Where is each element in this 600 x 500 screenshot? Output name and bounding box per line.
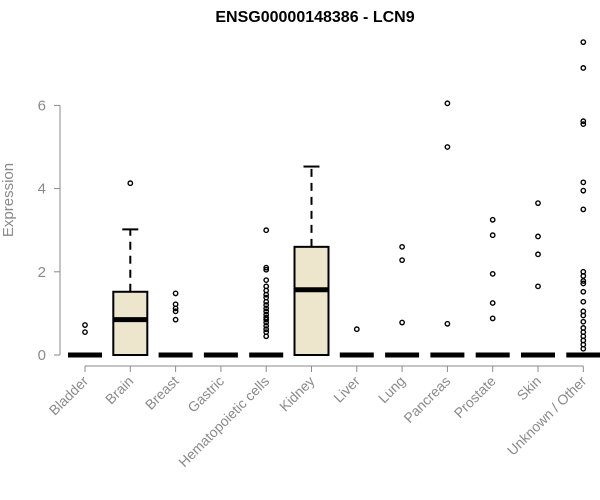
outlier-point bbox=[127, 180, 134, 187]
x-tick-label: Bladder bbox=[46, 373, 92, 419]
x-tick-label: Skin bbox=[514, 373, 545, 404]
outlier-point bbox=[263, 322, 270, 329]
x-tick-label: Breast bbox=[142, 373, 182, 413]
outlier-point bbox=[444, 100, 451, 107]
outlier-point bbox=[263, 329, 270, 336]
outlier-point bbox=[263, 302, 270, 308]
y-tick-label: 0 bbox=[38, 347, 46, 364]
box-pancreas bbox=[430, 100, 465, 358]
outlier-point bbox=[263, 311, 270, 318]
outlier-point bbox=[263, 314, 270, 321]
outlier-point bbox=[263, 308, 270, 315]
box-hematopoietic-cells bbox=[249, 227, 284, 358]
outlier-point bbox=[580, 179, 587, 186]
y-tick-label: 2 bbox=[38, 264, 46, 281]
outlier-point bbox=[399, 319, 405, 326]
outlier-point bbox=[82, 322, 88, 328]
outlier-point bbox=[489, 232, 496, 239]
x-tick-label: Brain bbox=[102, 373, 136, 407]
outlier-point bbox=[580, 206, 587, 213]
outlier-point bbox=[263, 277, 270, 284]
outlier-point bbox=[263, 305, 270, 312]
outlier-point bbox=[489, 300, 496, 306]
x-tick-label: Prostate bbox=[451, 373, 499, 421]
x-tick-label: Gastric bbox=[184, 373, 227, 416]
box-breast bbox=[158, 290, 193, 358]
outlier-point bbox=[580, 280, 587, 287]
box-series bbox=[68, 39, 600, 358]
outlier-point bbox=[580, 318, 587, 325]
outlier-point bbox=[263, 326, 270, 333]
outlier-point bbox=[172, 308, 179, 315]
x-tick-label: Pancreas bbox=[400, 373, 453, 426]
y-tick-label: 6 bbox=[38, 97, 46, 114]
outlier-point bbox=[535, 251, 541, 258]
box-skin bbox=[521, 200, 555, 358]
outlier-point bbox=[580, 121, 587, 128]
x-tick-label: Kidney bbox=[276, 373, 318, 415]
outlier-point bbox=[399, 257, 405, 264]
outlier-point bbox=[172, 301, 179, 308]
outlier-point bbox=[263, 264, 270, 271]
chart-title: ENSG00000148386 - LCN9 bbox=[215, 9, 414, 26]
outlier-point bbox=[580, 118, 587, 125]
outlier-point bbox=[444, 144, 451, 150]
outlier-point bbox=[580, 65, 587, 71]
outlier-point bbox=[580, 288, 587, 295]
outlier-point bbox=[489, 270, 496, 277]
x-tick-label: Liver bbox=[330, 373, 363, 406]
outlier-point bbox=[172, 290, 179, 297]
outlier-point bbox=[535, 233, 541, 240]
outlier-point bbox=[580, 187, 587, 194]
box-rect bbox=[112, 290, 149, 357]
box-liver bbox=[339, 326, 374, 358]
outlier-point bbox=[82, 329, 88, 336]
outlier-point bbox=[444, 320, 451, 327]
box-rect bbox=[293, 245, 330, 356]
outlier-point bbox=[489, 216, 496, 223]
outlier-point bbox=[580, 308, 587, 315]
outlier-point bbox=[263, 227, 270, 234]
box-lung bbox=[385, 243, 420, 358]
outlier-point bbox=[489, 315, 496, 322]
outlier-point bbox=[580, 39, 587, 46]
outlier-point bbox=[580, 325, 587, 331]
outlier-point bbox=[263, 266, 270, 273]
outlier-point bbox=[263, 294, 270, 301]
box-kidney bbox=[293, 165, 330, 356]
box-bladder bbox=[68, 322, 102, 358]
outlier-point bbox=[172, 316, 179, 323]
y-axis: 0 2 4 6 bbox=[38, 97, 61, 364]
outlier-point bbox=[263, 283, 270, 290]
outlier-point bbox=[535, 200, 541, 207]
box-brain bbox=[112, 180, 149, 357]
y-tick-label: 4 bbox=[38, 181, 46, 198]
outlier-point bbox=[580, 268, 587, 275]
x-tick-label: Lung bbox=[375, 373, 408, 406]
outlier-point bbox=[580, 298, 587, 305]
x-tick-label: Unknown / Other bbox=[504, 373, 590, 459]
box-prostate bbox=[475, 216, 510, 358]
outlier-point bbox=[353, 326, 360, 333]
y-axis-label: Expression bbox=[0, 163, 17, 237]
box-unknown-other bbox=[566, 39, 600, 358]
outlier-point bbox=[399, 243, 405, 250]
outlier-point bbox=[535, 283, 541, 290]
